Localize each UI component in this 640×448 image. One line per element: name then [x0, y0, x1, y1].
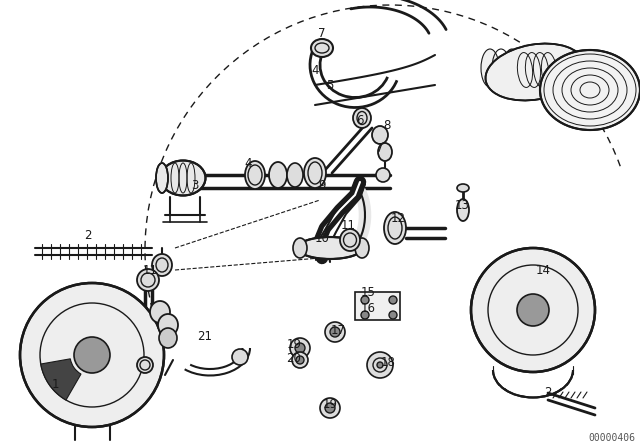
Ellipse shape [547, 49, 565, 87]
Text: 18: 18 [381, 356, 396, 369]
Circle shape [367, 352, 393, 378]
Text: 19: 19 [323, 399, 337, 412]
Ellipse shape [156, 163, 168, 193]
Text: 8: 8 [383, 119, 390, 132]
Ellipse shape [384, 212, 406, 244]
Circle shape [389, 296, 397, 304]
Text: 2: 2 [84, 228, 92, 241]
Circle shape [20, 283, 164, 427]
Ellipse shape [457, 199, 469, 221]
Ellipse shape [293, 238, 307, 258]
Ellipse shape [355, 238, 369, 258]
Circle shape [517, 294, 549, 326]
Text: 19: 19 [287, 339, 301, 352]
Ellipse shape [152, 254, 172, 276]
Text: 1: 1 [51, 379, 59, 392]
Circle shape [292, 352, 308, 368]
Wedge shape [41, 359, 81, 400]
Text: 2: 2 [544, 387, 552, 400]
Text: 7: 7 [318, 26, 326, 39]
Circle shape [361, 296, 369, 304]
Ellipse shape [158, 314, 178, 336]
Circle shape [361, 311, 369, 319]
Ellipse shape [137, 269, 159, 291]
Text: 4: 4 [244, 156, 252, 169]
Ellipse shape [540, 50, 640, 130]
Ellipse shape [376, 168, 390, 182]
Ellipse shape [159, 328, 177, 348]
Ellipse shape [269, 162, 287, 188]
Ellipse shape [486, 43, 584, 100]
Ellipse shape [304, 158, 326, 188]
Text: 3: 3 [191, 178, 198, 191]
Circle shape [325, 322, 345, 342]
Ellipse shape [311, 39, 333, 57]
Text: 12: 12 [390, 211, 406, 224]
Circle shape [325, 403, 335, 413]
Text: 17: 17 [330, 323, 346, 336]
Ellipse shape [150, 301, 170, 323]
Text: 11: 11 [143, 263, 157, 276]
Ellipse shape [245, 161, 265, 189]
Text: 5: 5 [326, 78, 333, 91]
Text: 7: 7 [376, 142, 384, 155]
Ellipse shape [161, 160, 205, 195]
Ellipse shape [137, 357, 153, 373]
Text: 13: 13 [454, 198, 469, 211]
Circle shape [290, 338, 310, 358]
Ellipse shape [457, 184, 469, 192]
Text: 16: 16 [360, 302, 376, 314]
Circle shape [74, 337, 110, 373]
Circle shape [389, 311, 397, 319]
Text: 15: 15 [360, 287, 376, 300]
Circle shape [320, 398, 340, 418]
Ellipse shape [340, 229, 360, 251]
Ellipse shape [481, 49, 499, 87]
Text: 4: 4 [311, 64, 319, 77]
Text: 9: 9 [318, 178, 326, 191]
Circle shape [232, 349, 248, 365]
Circle shape [295, 343, 305, 353]
Ellipse shape [372, 126, 388, 144]
Ellipse shape [287, 163, 303, 187]
Text: 00000406: 00000406 [588, 433, 635, 443]
Bar [355, 292, 400, 320]
Circle shape [330, 327, 340, 337]
Ellipse shape [353, 108, 371, 128]
Text: 10: 10 [315, 232, 330, 245]
Circle shape [377, 362, 383, 368]
Ellipse shape [378, 143, 392, 161]
Circle shape [471, 248, 595, 372]
Text: 21: 21 [198, 331, 212, 344]
Text: 6: 6 [356, 113, 364, 126]
Text: 11: 11 [340, 219, 355, 232]
Circle shape [296, 356, 304, 364]
Ellipse shape [298, 237, 362, 259]
Text: 20: 20 [287, 352, 301, 365]
Text: 14: 14 [536, 263, 550, 276]
